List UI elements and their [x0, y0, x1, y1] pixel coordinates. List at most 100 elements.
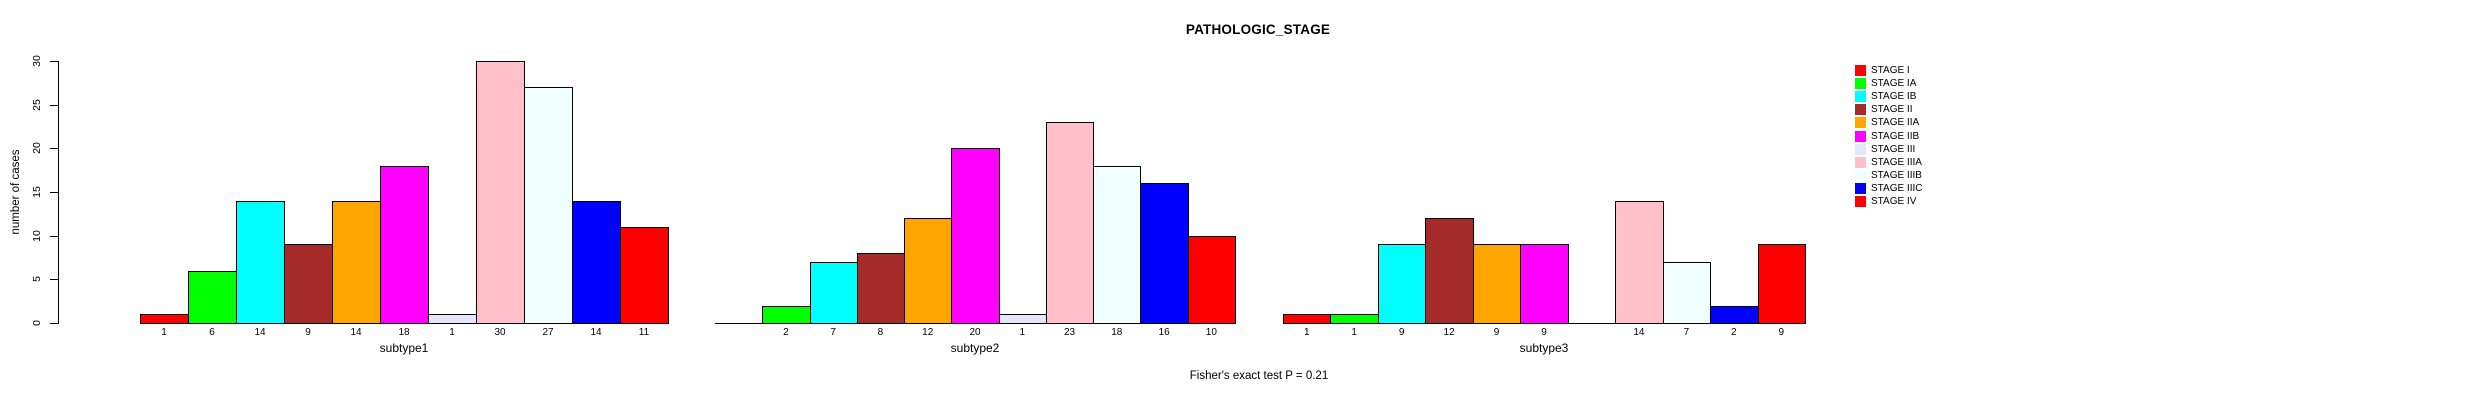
legend-label: STAGE IIIC: [1871, 182, 1923, 194]
bar: [1472, 244, 1522, 324]
bar-value-label: 30: [494, 327, 506, 338]
bar-value-label: 2: [783, 327, 789, 338]
legend-swatch: [1855, 91, 1866, 103]
legend-label: STAGE IB: [1871, 91, 1917, 103]
bar-value-label: 18: [1111, 327, 1123, 338]
bar-value-label: 7: [1683, 327, 1690, 338]
bar-value-label: 14: [350, 327, 362, 338]
y-axis-line: [58, 61, 59, 324]
bar-value-label: 11: [638, 327, 650, 338]
legend-label: STAGE I: [1871, 65, 1910, 76]
legend-swatch: [1855, 182, 1866, 194]
legend-swatch: [1855, 117, 1866, 129]
bar-value-label: 1: [161, 327, 167, 338]
bar: [236, 200, 285, 324]
bar-value-label: 27: [542, 327, 554, 338]
bar: [1140, 183, 1189, 324]
bar-value-label: 20: [969, 327, 981, 338]
y-tick-label: 15: [31, 186, 43, 198]
y-tick-label: 5: [31, 276, 43, 283]
bar: [476, 61, 525, 324]
legend-label: STAGE IIA: [1871, 117, 1920, 129]
bar-value-label: 8: [877, 327, 884, 338]
bar: [1377, 244, 1427, 324]
bar: [140, 314, 189, 324]
bar: [188, 270, 237, 324]
bar-value-label: 1: [1351, 327, 1357, 338]
y-tick: [50, 279, 58, 281]
legend-swatch: [1855, 169, 1866, 181]
bar-value-label: 14: [254, 327, 266, 338]
chart-title: PATHOLOGIC_STAGE: [1185, 22, 1331, 37]
legend-label: STAGE IIIB: [1871, 169, 1922, 181]
bar-value-label: 12: [1443, 327, 1455, 338]
bar: [1425, 218, 1474, 324]
y-tick-label: 30: [31, 55, 43, 67]
bar-value-label: 7: [830, 327, 836, 338]
legend-swatch: [1855, 104, 1866, 116]
bar: [1757, 244, 1806, 324]
y-tick: [50, 61, 58, 62]
bar: [1330, 314, 1379, 324]
bar-value-label: 2: [1731, 327, 1737, 338]
legend-label: STAGE II: [1871, 104, 1913, 116]
legend-label: STAGE III: [1871, 143, 1916, 155]
y-tick: [50, 235, 58, 237]
y-tick-label: 25: [31, 98, 43, 111]
bar: [1710, 305, 1759, 324]
x-axis-group-label: subtype3: [1519, 341, 1569, 355]
y-tick: [50, 192, 58, 193]
bar-value-label: 9: [1541, 327, 1547, 338]
bar: [762, 305, 811, 324]
bar: [284, 244, 333, 324]
bar: [1520, 244, 1569, 324]
bar: [428, 314, 477, 324]
bar: [951, 148, 1000, 324]
y-axis-label: number of cases: [10, 149, 22, 235]
y-tick-label: 0: [31, 320, 43, 326]
bar: [1662, 261, 1712, 324]
bar: [380, 165, 429, 324]
bar-value-label: 9: [305, 327, 311, 338]
legend-label: STAGE IV: [1871, 196, 1917, 207]
bar-value-label: 18: [398, 327, 410, 338]
bar: [1093, 165, 1142, 324]
legend-label: STAGE IA: [1871, 78, 1917, 90]
legend-swatch: [1855, 65, 1866, 76]
legend-swatch: [1855, 78, 1866, 90]
bar: [572, 200, 621, 324]
bar: [1045, 122, 1095, 324]
y-tick: [50, 148, 58, 150]
bar: [332, 200, 381, 324]
x-axis-group-label: subtype1: [379, 341, 429, 355]
legend-swatch: [1855, 196, 1866, 207]
bar-value-label: 10: [1205, 327, 1217, 338]
bar-value-label: 6: [209, 327, 215, 338]
y-tick: [50, 104, 58, 106]
y-tick-label: 10: [31, 229, 43, 242]
bar-value-label: 16: [1158, 327, 1170, 338]
bar-value-label: 9: [1398, 327, 1405, 338]
bar: [904, 218, 953, 324]
y-tick-label: 20: [31, 142, 43, 155]
bar-value-label: 1: [1303, 327, 1310, 338]
bar-value-label: 12: [922, 327, 934, 338]
legend-label: STAGE IIB: [1871, 130, 1920, 142]
bar-value-label: 1: [1019, 327, 1026, 338]
y-tick: [50, 323, 58, 324]
bar: [856, 253, 906, 324]
bar: [1283, 314, 1332, 324]
x-axis-group-label: subtype2: [950, 341, 1000, 355]
legend-label: STAGE IIIA: [1871, 156, 1922, 168]
bar-value-label: 14: [1633, 327, 1645, 338]
bar: [1187, 235, 1236, 324]
legend-swatch: [1855, 156, 1866, 168]
fisher-test-caption: Fisher's exact test P = 0.21: [1189, 370, 1329, 382]
bar-value-label: 14: [590, 327, 602, 338]
legend-swatch: [1855, 143, 1866, 155]
bar: [1615, 200, 1664, 324]
bar-value-label: 1: [449, 327, 455, 338]
bar: [809, 261, 858, 324]
bar: [998, 314, 1047, 324]
